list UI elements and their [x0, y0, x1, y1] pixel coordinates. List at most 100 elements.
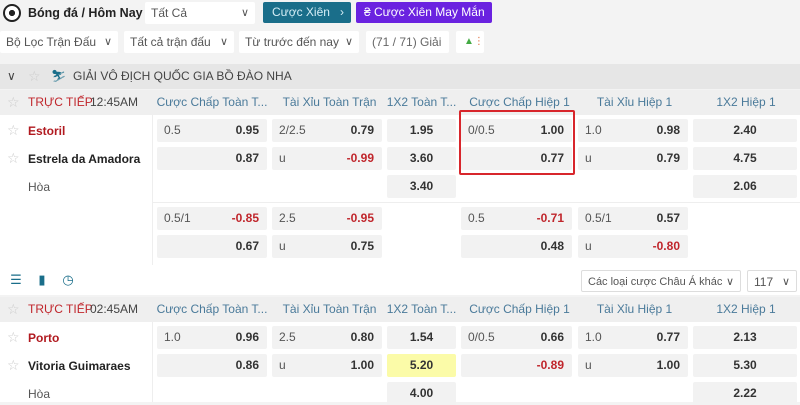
chevron-down-icon: ∨: [219, 36, 228, 48]
league-name: GIẢI VÔ ĐỊCH QUỐC GIA BỒ ĐÀO NHA: [73, 69, 292, 83]
odds-cell[interactable]: 2.13: [693, 326, 797, 349]
odds-value: 5.20: [409, 358, 434, 372]
chevron-down-icon: ∨: [781, 276, 790, 288]
odds-cell[interactable]: 5.30: [693, 354, 797, 377]
time-range-select[interactable]: Từ trước đến nay ∨: [239, 31, 359, 53]
handicap-line: 0/0.5: [468, 123, 495, 137]
star-icon[interactable]: ☆: [28, 68, 41, 84]
odds-value: 2.22: [733, 386, 757, 400]
league-count-button[interactable]: (71 / 71) Giải: [366, 31, 449, 53]
match-time: 12:45AM: [90, 95, 139, 109]
odds-cell[interactable]: 2.40: [693, 119, 797, 142]
match-filter-label: Bộ Lọc Trận Đấu: [6, 35, 97, 49]
odds-cell[interactable]: 5.20: [387, 354, 456, 377]
odds-cell[interactable]: 0.5/1 0.57: [578, 207, 688, 230]
lucky-parlay-button[interactable]: ₴ Cược Xiên May Mắn: [356, 2, 492, 23]
odds-cell[interactable]: 1.95: [387, 119, 456, 142]
odds-cell[interactable]: 2.5 -0.95: [272, 207, 382, 230]
league-header[interactable]: ∨ ☆ ⛷ GIẢI VÔ ĐỊCH QUỐC GIA BỒ ĐÀO NHA: [0, 64, 800, 89]
odds-cell[interactable]: 1.0 0.98: [578, 119, 688, 142]
odds-cell[interactable]: 0.67: [157, 235, 267, 258]
odds-value: 4.00: [409, 386, 434, 400]
soccer-ball-icon: [3, 4, 21, 22]
more-bets-select[interactable]: 117 ∨: [747, 270, 797, 292]
handicap-line: 0.5: [468, 211, 485, 225]
odds-value: 0.79: [656, 151, 680, 165]
away-team[interactable]: Vitoria Guimaraes: [28, 359, 131, 373]
star-icon[interactable]: ☆: [7, 301, 20, 317]
chevron-right-icon: ›: [340, 5, 344, 19]
odds-cell[interactable]: 2.22: [693, 382, 797, 405]
odds-cell[interactable]: 3.60: [387, 147, 456, 170]
handicap-line: 2.5: [279, 211, 296, 225]
bet-type-label: Các loại cược Châu Á khác: [588, 276, 723, 288]
odds-cell[interactable]: 4.75: [693, 147, 797, 170]
match-filter-select[interactable]: Bộ Lọc Trận Đấu ∨: [0, 31, 118, 53]
odds-cell[interactable]: 0.77: [461, 147, 572, 170]
handicap-line: 1.0: [585, 330, 602, 344]
lucky-icon: ₴: [364, 5, 375, 19]
divider: [152, 322, 153, 402]
odds-cell[interactable]: u -0.99: [272, 147, 382, 170]
star-icon[interactable]: ☆: [7, 94, 20, 110]
column-header: Tài Xỉu Hiệp 1: [596, 302, 673, 316]
odds-cell[interactable]: u -0.80: [578, 235, 688, 258]
divider: [152, 202, 800, 203]
star-icon[interactable]: ☆: [7, 150, 20, 166]
handicap-line: 2.5: [279, 330, 296, 344]
parlay-label: Cược Xiên: [272, 5, 330, 19]
column-header: Cược Chấp Hiệp 1: [469, 302, 570, 316]
handicap-line: u: [585, 358, 592, 372]
stats-chart-icon[interactable]: ▮: [38, 272, 46, 287]
star-icon[interactable]: ☆: [7, 329, 20, 345]
odds-cell[interactable]: 1.0 0.96: [157, 326, 267, 349]
odds-cell[interactable]: u 1.00: [578, 354, 688, 377]
odds-cell[interactable]: 2.06: [693, 175, 797, 198]
odds-cell[interactable]: u 0.75: [272, 235, 382, 258]
parlay-button[interactable]: Cược Xiên ›: [263, 2, 351, 23]
odds-cell[interactable]: 1.0 0.77: [578, 326, 688, 349]
match-time: 02:45AM: [90, 302, 139, 316]
odds-value: 0.96: [235, 330, 259, 344]
odds-value: 5.30: [733, 358, 757, 372]
odds-cell[interactable]: 3.40: [387, 175, 456, 198]
odds-cell[interactable]: 2.5 0.80: [272, 326, 382, 349]
odds-cell[interactable]: u 1.00: [272, 354, 382, 377]
column-header: Cược Chấp Toàn T...: [156, 302, 268, 316]
home-team[interactable]: Porto: [28, 331, 60, 345]
chevron-down-icon: ∨: [725, 276, 734, 288]
list-icon[interactable]: ☰: [10, 272, 22, 287]
odds-cell[interactable]: 0.5/1 -0.85: [157, 207, 267, 230]
clock-icon[interactable]: ◷: [62, 272, 74, 287]
odds-cell[interactable]: -0.89: [461, 354, 572, 377]
bet-type-select[interactable]: Các loại cược Châu Á khác ∨: [581, 270, 741, 292]
odds-value: -0.71: [536, 211, 564, 225]
away-team[interactable]: Estrela da Amadora: [28, 152, 141, 166]
star-icon[interactable]: ☆: [7, 122, 20, 138]
star-icon[interactable]: ☆: [7, 357, 20, 373]
odds-cell[interactable]: 0.5 0.95: [157, 119, 267, 142]
odds-value: 3.60: [409, 151, 434, 165]
home-team[interactable]: Estoril: [28, 124, 66, 138]
sport-select[interactable]: Tất Cả ∨: [145, 2, 255, 24]
column-header: 1X2 Hiệp 1: [716, 302, 776, 316]
odds-cell[interactable]: 0/0.5 1.00: [461, 119, 572, 142]
handicap-line: u: [585, 239, 592, 253]
handicap-line: u: [279, 239, 286, 253]
odds-cell[interactable]: 0.87: [157, 147, 267, 170]
all-matches-select[interactable]: Tất cả trận đấu ∨: [124, 31, 234, 53]
collapse-chevron-icon[interactable]: ∨: [7, 69, 16, 83]
odds-value: 0.48: [540, 239, 564, 253]
chevron-down-icon: ∨: [103, 36, 112, 48]
odds-cell[interactable]: 4.00: [387, 382, 456, 405]
odds-cell[interactable]: 0/0.5 0.66: [461, 326, 572, 349]
odds-cell[interactable]: 0.86: [157, 354, 267, 377]
odds-cell[interactable]: 1.54: [387, 326, 456, 349]
sort-odds-icon[interactable]: ▲⋮: [456, 31, 484, 53]
odds-cell[interactable]: u 0.79: [578, 147, 688, 170]
odds-cell[interactable]: 0.5 -0.71: [461, 207, 572, 230]
handicap-line: 0.5/1: [585, 211, 612, 225]
odds-cell[interactable]: 0.48: [461, 235, 572, 258]
lucky-parlay-label: Cược Xiên May Mắn: [374, 5, 485, 19]
odds-cell[interactable]: 2/2.5 0.79: [272, 119, 382, 142]
